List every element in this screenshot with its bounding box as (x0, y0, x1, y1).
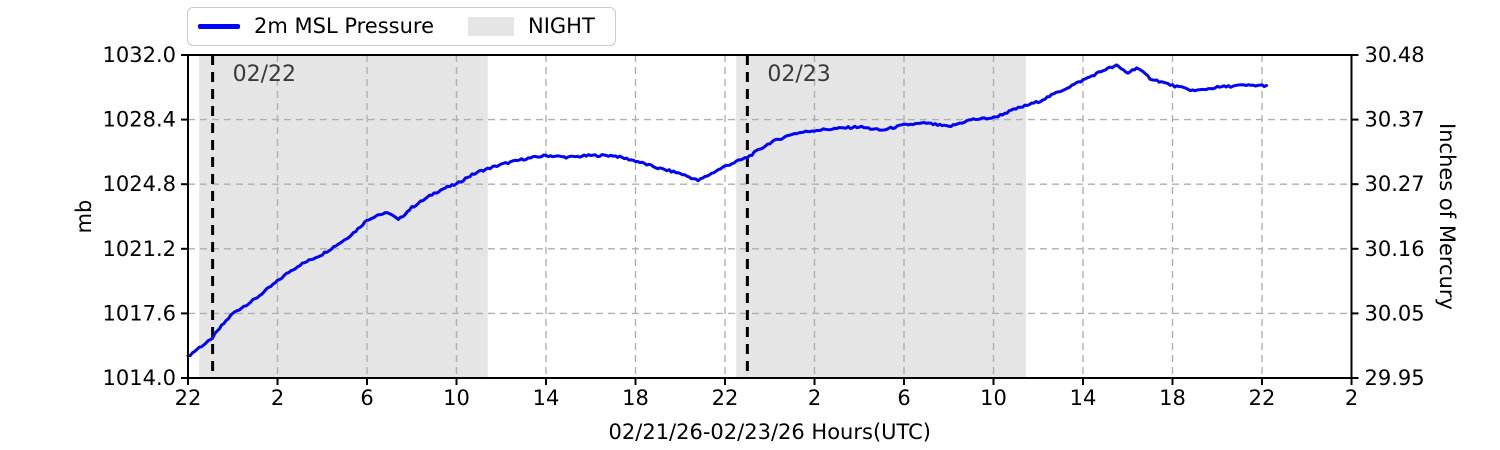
legend-night-swatch (468, 17, 514, 37)
x-tick-label: 2 (808, 386, 821, 410)
y-tick-label-left: 1028.4 (103, 108, 176, 132)
y-tick-label-right: 30.48 (1365, 43, 1425, 67)
x-tick-label: 10 (443, 386, 470, 410)
legend-series-label: 2m MSL Pressure (254, 14, 434, 38)
y-tick-label-left: 1014.0 (103, 366, 176, 390)
x-tick-label: 22 (1249, 386, 1276, 410)
plot-border (187, 54, 1353, 379)
x-axis-label: 02/21/26-02/23/26 Hours(UTC) (609, 420, 931, 444)
x-tick-label: 6 (897, 386, 910, 410)
x-tick-label: 18 (1159, 386, 1186, 410)
night-region (736, 55, 1026, 378)
x-tick-label: 22 (712, 386, 739, 410)
y-tick-label-left: 1017.6 (103, 301, 176, 325)
y-axis-label-left: mb (72, 200, 96, 234)
x-tick-label: 14 (533, 386, 560, 410)
y-tick-label-right: 30.27 (1365, 172, 1425, 196)
y-tick-label-left: 1032.0 (103, 43, 176, 67)
legend-line-swatch (198, 24, 240, 29)
x-tick-label: 18 (622, 386, 649, 410)
x-tick-label: 6 (360, 386, 373, 410)
y-tick-label-left: 1021.2 (103, 237, 176, 261)
y-tick-label-left: 1024.8 (103, 172, 176, 196)
y-tick-label-right: 30.05 (1365, 301, 1425, 325)
x-tick-label: 22 (175, 386, 202, 410)
y-tick-label-right: 29.95 (1365, 366, 1425, 390)
x-tick-label: 10 (980, 386, 1007, 410)
y-tick-label-right: 30.37 (1365, 108, 1425, 132)
y-axis-label-right: Inches of Mercury (1435, 123, 1459, 310)
x-tick-label: 14 (1070, 386, 1097, 410)
legend: 2m MSL Pressure NIGHT (187, 7, 616, 47)
legend-night-label: NIGHT (528, 14, 595, 38)
night-region (199, 55, 488, 378)
x-tick-label: 2 (271, 386, 284, 410)
x-tick-label: 2 (1345, 386, 1358, 410)
pressure-line (186, 63, 1268, 358)
date-label: 02/22 (233, 62, 296, 87)
y-tick-label-right: 30.16 (1365, 237, 1425, 261)
date-label: 02/23 (767, 62, 830, 87)
